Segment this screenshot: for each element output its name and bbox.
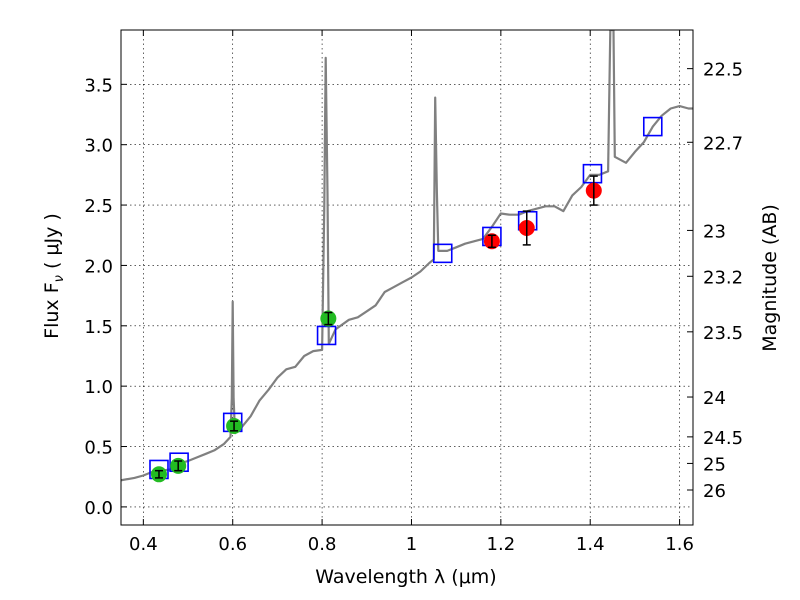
grid-lines [121, 30, 693, 525]
spectrum-line [121, 30, 693, 482]
x-tick-label: 1.6 [665, 534, 694, 555]
y2-tick-label: 23 [703, 221, 726, 242]
y-tick-label: 0.5 [84, 438, 113, 459]
synthetic-photometry-square [642, 116, 663, 137]
y-tick-label: 2.5 [84, 196, 113, 217]
model-spectrum [121, 30, 693, 482]
y-axis-label-sub: ν [52, 275, 67, 282]
axis-ticks: 0.4 0.6 0.8 1 1.2 1.4 1.6 0.0 0.5 1.0 1.5 2.0 2.5 3.0… [84, 30, 743, 555]
synthetic-photometry-square [582, 163, 603, 184]
x-tick-label: 0.4 [129, 534, 158, 555]
y2-tick-label: 22.7 [703, 133, 743, 154]
y2-tick-label: 24 [703, 388, 726, 409]
x-tick-label: 1.4 [576, 534, 605, 555]
y-tick-label: 1.5 [84, 317, 113, 338]
x-tick-label: 0.8 [308, 534, 337, 555]
y2-tick-label: 26 [703, 481, 726, 502]
x-tick-label: 1.2 [487, 534, 516, 555]
synthetic-photometry-square [316, 325, 337, 346]
y-tick-label: 3.0 [84, 136, 113, 157]
x-axis-label: Wavelength λ (μm) [315, 566, 496, 588]
y-tick-label: 0.0 [84, 498, 113, 519]
x-tick-label: 0.6 [218, 534, 247, 555]
x-tick-label: 1 [406, 534, 417, 555]
y-axis-label-unit: ( μJy ) [41, 213, 63, 275]
y2-axis-label: Magnitude (AB) [759, 204, 781, 352]
y-axis-label-main: Flux F [41, 282, 63, 338]
y2-tick-label: 25 [703, 454, 726, 475]
y-tick-label: 2.0 [84, 256, 113, 277]
y-axis-label: Flux Fν ( μJy ) [41, 213, 67, 339]
plot-frame [120, 29, 694, 526]
y2-tick-label: 23.2 [703, 267, 743, 288]
y2-tick-label: 24.5 [703, 428, 743, 449]
y-tick-label: 3.5 [84, 75, 113, 96]
y-tick-label: 1.0 [84, 377, 113, 398]
photometry-markers [149, 116, 663, 483]
y2-tick-label: 23.5 [703, 323, 743, 344]
synthetic-photometry-square [432, 243, 453, 264]
y2-tick-label: 22.5 [703, 60, 743, 81]
